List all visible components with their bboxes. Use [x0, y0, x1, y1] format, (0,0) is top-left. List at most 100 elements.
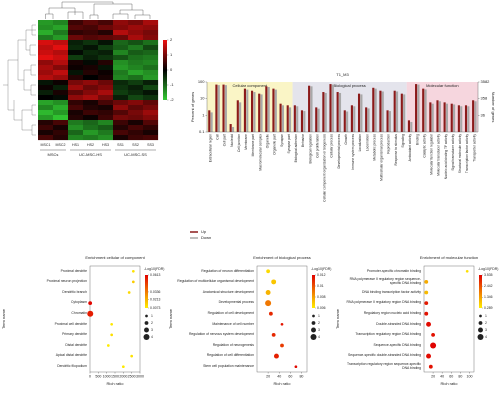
y-axis-label: Term name [1, 308, 6, 329]
bar [472, 100, 475, 132]
colorbar-label: 0.0336 [150, 290, 160, 294]
heatmap-cell [68, 25, 84, 31]
heatmap-cell [53, 100, 69, 106]
heatmap-cell [128, 70, 144, 76]
x-tick-label: 40 [440, 374, 444, 378]
heatmap-cell [83, 90, 99, 96]
heatmap-cell [68, 70, 84, 76]
heatmap-cell [38, 135, 54, 141]
term-label-box: DNA binding transcription factor activit… [362, 290, 421, 293]
section-label: Cellular component [233, 83, 268, 88]
heatmap-cell [128, 120, 144, 126]
heatmap-cell [38, 80, 54, 86]
heatmap-cell [143, 100, 159, 106]
x-tick-label: 80 [458, 374, 462, 378]
column-label: SS3 [147, 143, 154, 147]
category-label: Catalytic activity [422, 134, 426, 158]
size-legend-dot [310, 334, 317, 340]
colorbar-label: 0.01 [317, 284, 324, 288]
bar [331, 84, 334, 132]
bar [467, 106, 470, 132]
category-label: Locomotion [365, 134, 369, 151]
heatmap-cell [128, 130, 144, 136]
column-label: HS2 [87, 143, 94, 147]
dot [426, 321, 431, 327]
bar [231, 126, 235, 132]
size-legend-label: 3 [151, 328, 153, 332]
heatmap-cell [98, 90, 114, 96]
x-tick-label: 1000 [103, 374, 111, 378]
heatmap-cell [83, 50, 99, 56]
colorbar-label: 2.442 [484, 284, 493, 288]
heatmap-cell [98, 120, 114, 126]
y-axis-label: Percent of genes [190, 92, 195, 122]
heatmap-cell [98, 105, 114, 111]
bar [450, 103, 453, 132]
size-legend-label: 3 [485, 328, 487, 332]
bar [329, 84, 332, 132]
x-tick-label: 3000 [136, 374, 144, 378]
legend-title: -Log10(FDR) [144, 267, 164, 271]
bar [445, 103, 449, 132]
heatmap-cell [113, 45, 129, 51]
term-label-box: Proximal dendrite [61, 269, 87, 272]
term-label: Regulation of nervous system development [188, 332, 254, 337]
bar [300, 110, 304, 132]
category-label: Cell [216, 134, 220, 140]
term-label-box: Proximal neuron projection [46, 279, 87, 284]
y-axis-label: Term name [168, 308, 173, 329]
heatmap-cell [143, 135, 159, 141]
heatmap-cell [143, 75, 159, 81]
term-label: Proximal neuron projection [46, 279, 87, 284]
term-label: Regulatory region nucleic acid binding [363, 310, 421, 315]
heatmap-cell [68, 105, 84, 111]
column-label: MSC2 [56, 143, 66, 147]
dot [273, 353, 279, 359]
category-label: Organelle part [273, 134, 277, 155]
dot [426, 353, 431, 359]
heatmap-cell [68, 135, 84, 141]
dot [424, 280, 429, 284]
heatmap-cell [38, 95, 54, 101]
dot [265, 290, 271, 295]
heatmap-cell [38, 90, 54, 96]
bar [429, 102, 432, 132]
dot [130, 354, 134, 358]
dot [110, 333, 114, 337]
section-label: Molecular function [426, 83, 458, 88]
heatmap-cell [38, 130, 54, 136]
heatmap-cell [38, 45, 54, 51]
heatmap-cell [98, 20, 114, 26]
heatmap-cell [68, 90, 84, 96]
term-label-box: Regulation of nervous system development [188, 332, 254, 337]
group-label: UC-MSC-SS [124, 152, 147, 157]
size-legend-dot [478, 327, 483, 333]
bar [253, 92, 256, 132]
heatmap-cell [98, 65, 114, 71]
heatmap-cell [113, 110, 129, 116]
term-label-box: Primary dendrite [62, 332, 87, 335]
heatmap-cell [98, 100, 114, 106]
heatmap-cell [68, 80, 84, 86]
bar [281, 105, 284, 132]
bar [415, 84, 418, 132]
category-label: Cellular component organization or bioge… [323, 134, 327, 202]
heatmap-cell [83, 105, 99, 111]
heatmap-cell [98, 40, 114, 46]
column-label: HS1 [72, 143, 79, 147]
colorbar-label: 0.289 [484, 306, 493, 310]
heatmap-cell [38, 65, 54, 71]
left-dendrogram [3, 24, 36, 136]
colorbar-label: 2 [170, 37, 173, 42]
bar [315, 107, 318, 132]
heatmap-cell [83, 70, 99, 76]
category-label: Behavior [301, 133, 305, 147]
heatmap-cell [38, 60, 54, 66]
heatmap-cell [68, 40, 84, 46]
bar [400, 93, 403, 132]
bar [236, 100, 239, 132]
x-axis-label: Rich ratio [107, 381, 125, 386]
heatmap-cell [113, 130, 129, 136]
heatmap-cell [68, 110, 84, 116]
